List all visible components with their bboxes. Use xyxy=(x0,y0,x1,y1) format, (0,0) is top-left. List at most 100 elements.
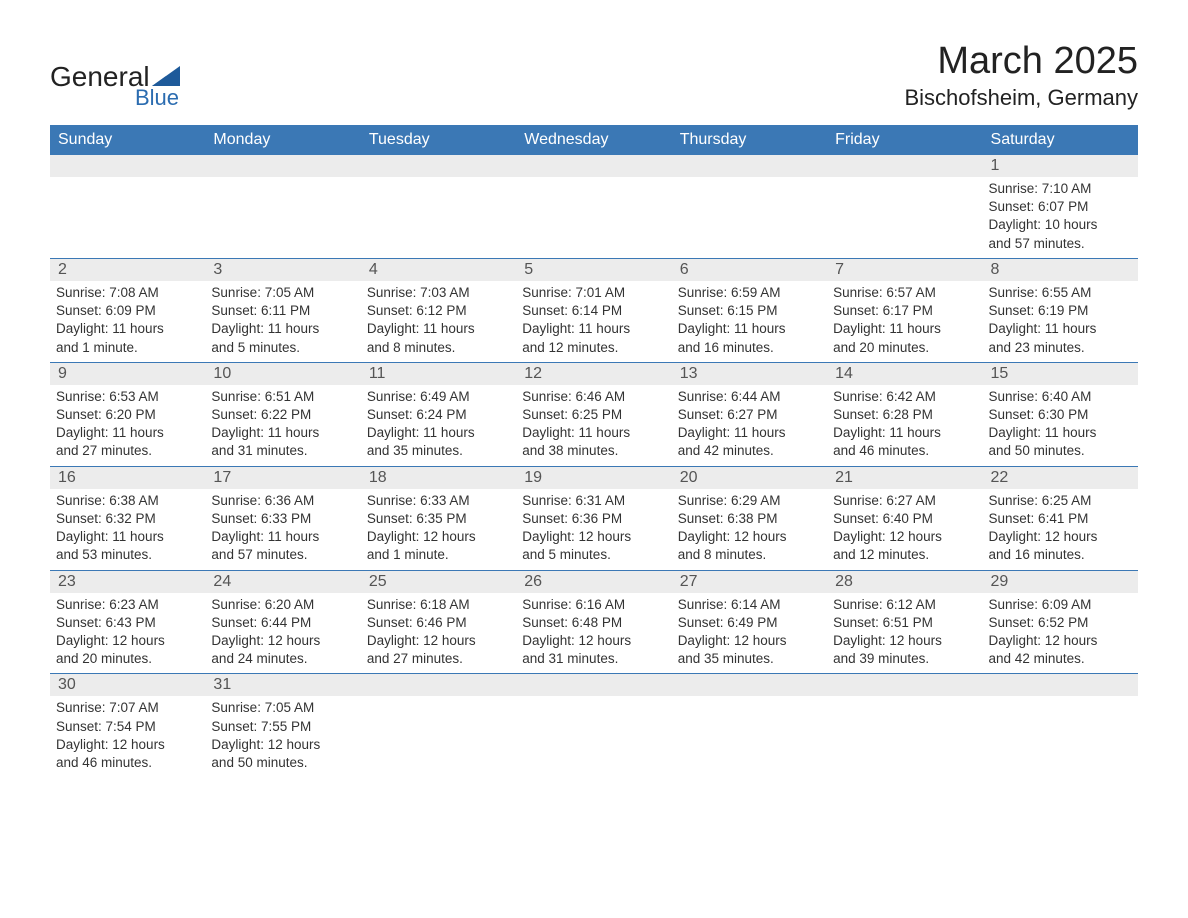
daylight-line1: Daylight: 11 hours xyxy=(211,528,354,546)
calendar-table: SundayMondayTuesdayWednesdayThursdayFrid… xyxy=(50,125,1138,777)
sunset-text: Sunset: 6:20 PM xyxy=(56,406,199,424)
calendar-day-cell: 17Sunrise: 6:36 AMSunset: 6:33 PMDayligh… xyxy=(205,466,360,570)
daylight-line1: Daylight: 12 hours xyxy=(989,528,1132,546)
weekday-header: Saturday xyxy=(983,125,1138,155)
daylight-line1: Daylight: 12 hours xyxy=(522,632,665,650)
day-details: Sunrise: 7:08 AMSunset: 6:09 PMDaylight:… xyxy=(50,281,205,362)
sunset-text: Sunset: 6:43 PM xyxy=(56,614,199,632)
sunrise-text: Sunrise: 7:03 AM xyxy=(367,284,510,302)
day-details: Sunrise: 6:25 AMSunset: 6:41 PMDaylight:… xyxy=(983,489,1138,570)
day-details: Sunrise: 6:29 AMSunset: 6:38 PMDaylight:… xyxy=(672,489,827,570)
daylight-line2: and 46 minutes. xyxy=(56,754,199,772)
calendar-day-cell: 27Sunrise: 6:14 AMSunset: 6:49 PMDayligh… xyxy=(672,570,827,674)
sunset-text: Sunset: 6:41 PM xyxy=(989,510,1132,528)
calendar-empty-cell xyxy=(827,155,982,258)
day-number: 9 xyxy=(50,363,205,385)
sunrise-text: Sunrise: 6:57 AM xyxy=(833,284,976,302)
calendar-week-row: 16Sunrise: 6:38 AMSunset: 6:32 PMDayligh… xyxy=(50,466,1138,570)
calendar-day-cell: 11Sunrise: 6:49 AMSunset: 6:24 PMDayligh… xyxy=(361,362,516,466)
sunrise-text: Sunrise: 6:25 AM xyxy=(989,492,1132,510)
sunrise-text: Sunrise: 6:40 AM xyxy=(989,388,1132,406)
daylight-line1: Daylight: 12 hours xyxy=(211,632,354,650)
day-details: Sunrise: 6:42 AMSunset: 6:28 PMDaylight:… xyxy=(827,385,982,466)
sunset-text: Sunset: 6:12 PM xyxy=(367,302,510,320)
day-details: Sunrise: 6:40 AMSunset: 6:30 PMDaylight:… xyxy=(983,385,1138,466)
calendar-day-cell: 29Sunrise: 6:09 AMSunset: 6:52 PMDayligh… xyxy=(983,570,1138,674)
day-details xyxy=(516,696,671,766)
sunrise-text: Sunrise: 7:10 AM xyxy=(989,180,1132,198)
sunset-text: Sunset: 6:44 PM xyxy=(211,614,354,632)
sunrise-text: Sunrise: 6:38 AM xyxy=(56,492,199,510)
calendar-day-cell: 26Sunrise: 6:16 AMSunset: 6:48 PMDayligh… xyxy=(516,570,671,674)
daylight-line2: and 46 minutes. xyxy=(833,442,976,460)
sunrise-text: Sunrise: 6:49 AM xyxy=(367,388,510,406)
daylight-line2: and 42 minutes. xyxy=(678,442,821,460)
page-header: General Blue March 2025 Bischofsheim, Ge… xyxy=(50,40,1138,111)
daylight-line1: Daylight: 11 hours xyxy=(56,424,199,442)
day-details xyxy=(672,696,827,766)
day-number: 31 xyxy=(205,674,360,696)
calendar-empty-cell xyxy=(672,155,827,258)
day-details xyxy=(50,177,205,247)
sunset-text: Sunset: 6:40 PM xyxy=(833,510,976,528)
daylight-line1: Daylight: 11 hours xyxy=(56,528,199,546)
sunrise-text: Sunrise: 6:18 AM xyxy=(367,596,510,614)
day-number xyxy=(983,674,1138,696)
day-number: 19 xyxy=(516,467,671,489)
day-details: Sunrise: 6:31 AMSunset: 6:36 PMDaylight:… xyxy=(516,489,671,570)
day-details: Sunrise: 6:53 AMSunset: 6:20 PMDaylight:… xyxy=(50,385,205,466)
day-number: 27 xyxy=(672,571,827,593)
day-details: Sunrise: 7:05 AMSunset: 6:11 PMDaylight:… xyxy=(205,281,360,362)
day-number: 17 xyxy=(205,467,360,489)
daylight-line1: Daylight: 12 hours xyxy=(211,736,354,754)
day-number: 12 xyxy=(516,363,671,385)
day-details: Sunrise: 6:44 AMSunset: 6:27 PMDaylight:… xyxy=(672,385,827,466)
daylight-line2: and 50 minutes. xyxy=(989,442,1132,460)
sunset-text: Sunset: 6:14 PM xyxy=(522,302,665,320)
day-details: Sunrise: 6:49 AMSunset: 6:24 PMDaylight:… xyxy=(361,385,516,466)
day-number: 2 xyxy=(50,259,205,281)
sunset-text: Sunset: 6:46 PM xyxy=(367,614,510,632)
daylight-line2: and 53 minutes. xyxy=(56,546,199,564)
calendar-day-cell: 2Sunrise: 7:08 AMSunset: 6:09 PMDaylight… xyxy=(50,258,205,362)
sunset-text: Sunset: 7:55 PM xyxy=(211,718,354,736)
day-details: Sunrise: 7:10 AMSunset: 6:07 PMDaylight:… xyxy=(983,177,1138,258)
weekday-header: Friday xyxy=(827,125,982,155)
day-details: Sunrise: 6:27 AMSunset: 6:40 PMDaylight:… xyxy=(827,489,982,570)
day-number: 28 xyxy=(827,571,982,593)
calendar-week-row: 2Sunrise: 7:08 AMSunset: 6:09 PMDaylight… xyxy=(50,258,1138,362)
sunset-text: Sunset: 6:49 PM xyxy=(678,614,821,632)
calendar-day-cell: 30Sunrise: 7:07 AMSunset: 7:54 PMDayligh… xyxy=(50,674,205,777)
day-number: 14 xyxy=(827,363,982,385)
daylight-line2: and 31 minutes. xyxy=(522,650,665,668)
day-number xyxy=(827,155,982,177)
day-number xyxy=(827,674,982,696)
weekday-header: Monday xyxy=(205,125,360,155)
sunrise-text: Sunrise: 6:12 AM xyxy=(833,596,976,614)
sunset-text: Sunset: 6:19 PM xyxy=(989,302,1132,320)
calendar-empty-cell xyxy=(50,155,205,258)
sunset-text: Sunset: 6:07 PM xyxy=(989,198,1132,216)
calendar-day-cell: 1Sunrise: 7:10 AMSunset: 6:07 PMDaylight… xyxy=(983,155,1138,258)
daylight-line2: and 1 minute. xyxy=(367,546,510,564)
sunrise-text: Sunrise: 6:51 AM xyxy=(211,388,354,406)
day-details: Sunrise: 6:38 AMSunset: 6:32 PMDaylight:… xyxy=(50,489,205,570)
day-number: 25 xyxy=(361,571,516,593)
sunset-text: Sunset: 6:35 PM xyxy=(367,510,510,528)
calendar-day-cell: 3Sunrise: 7:05 AMSunset: 6:11 PMDaylight… xyxy=(205,258,360,362)
day-number: 15 xyxy=(983,363,1138,385)
daylight-line2: and 39 minutes. xyxy=(833,650,976,668)
sunrise-text: Sunrise: 7:01 AM xyxy=(522,284,665,302)
daylight-line2: and 1 minute. xyxy=(56,339,199,357)
day-number: 1 xyxy=(983,155,1138,177)
day-details: Sunrise: 7:07 AMSunset: 7:54 PMDaylight:… xyxy=(50,696,205,777)
daylight-line1: Daylight: 12 hours xyxy=(833,528,976,546)
daylight-line2: and 38 minutes. xyxy=(522,442,665,460)
calendar-day-cell: 9Sunrise: 6:53 AMSunset: 6:20 PMDaylight… xyxy=(50,362,205,466)
daylight-line1: Daylight: 12 hours xyxy=(678,632,821,650)
sunset-text: Sunset: 6:11 PM xyxy=(211,302,354,320)
daylight-line1: Daylight: 11 hours xyxy=(678,424,821,442)
calendar-day-cell: 6Sunrise: 6:59 AMSunset: 6:15 PMDaylight… xyxy=(672,258,827,362)
sunset-text: Sunset: 6:17 PM xyxy=(833,302,976,320)
sunrise-text: Sunrise: 6:55 AM xyxy=(989,284,1132,302)
